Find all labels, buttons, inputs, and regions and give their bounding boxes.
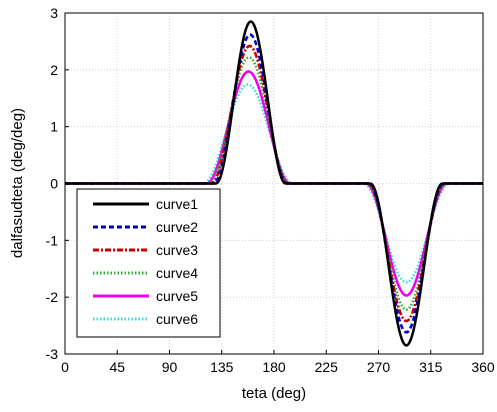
legend-label-curve5: curve5	[156, 288, 198, 304]
y-tick-label: 1	[50, 119, 58, 135]
x-tick-label: 225	[315, 359, 339, 375]
legend: curve1 curve2 curve3 curve4 curve5 curve6	[76, 188, 221, 338]
x-axis-label: teta (deg)	[242, 385, 306, 402]
y-tick-label: 3	[50, 5, 58, 21]
y-tick-label: -3	[46, 346, 59, 362]
legend-label-curve1: curve1	[156, 196, 198, 212]
x-tick-label: 315	[419, 359, 443, 375]
legend-box	[76, 188, 221, 338]
x-tick-label: 45	[109, 359, 125, 375]
y-tick-label: -1	[46, 232, 59, 248]
axis-ticks: 0 45 90 135 180 225 270 315 360 3 2 1 0 -1 -2 -3	[46, 5, 495, 375]
x-tick-label: 360	[471, 359, 495, 375]
x-tick-label: 180	[262, 359, 286, 375]
y-tick-label: -2	[46, 289, 59, 305]
y-tick-label: 2	[50, 62, 58, 78]
y-tick-label: 0	[50, 176, 58, 192]
legend-label-curve4: curve4	[156, 265, 198, 281]
series-line-curve1	[64, 20, 484, 347]
y-axis-label: dalfasudteta (deg/deg)	[9, 108, 26, 258]
series-lines	[64, 20, 484, 347]
x-tick-label: 0	[61, 359, 69, 375]
legend-label-curve3: curve3	[156, 242, 198, 258]
x-tick-label: 90	[162, 359, 178, 375]
legend-label-curve2: curve2	[156, 219, 198, 235]
x-tick-label: 135	[210, 359, 234, 375]
x-tick-label: 270	[367, 359, 391, 375]
legend-label-curve6: curve6	[156, 311, 198, 327]
